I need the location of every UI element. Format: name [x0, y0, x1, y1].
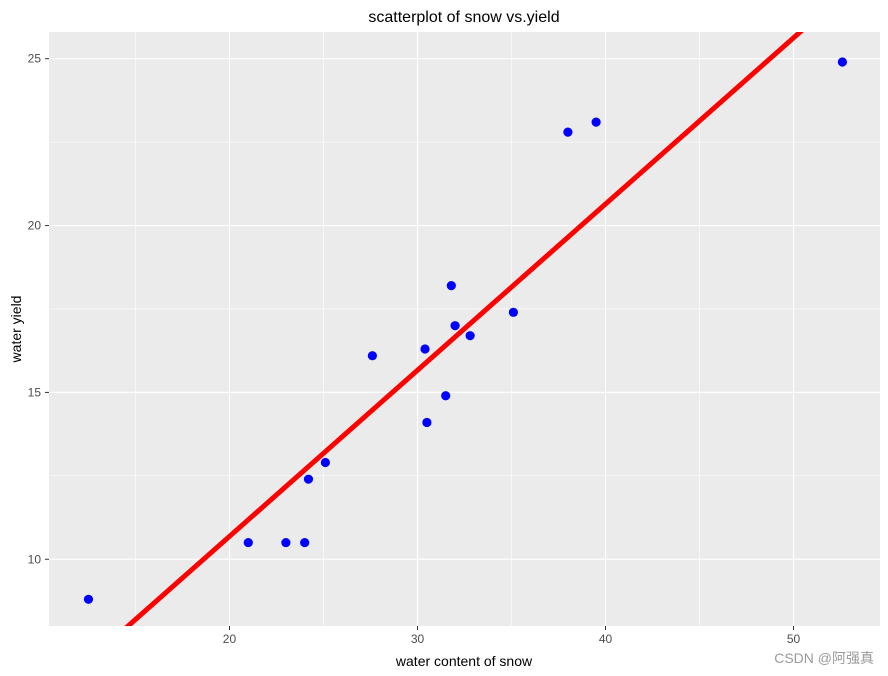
data-point [367, 351, 377, 361]
data-point [303, 474, 314, 484]
data-point [422, 417, 432, 428]
chart-title: scatterplot of snow vs.yield [368, 9, 559, 26]
data-point [320, 457, 330, 468]
gridlines [49, 32, 880, 626]
data-point [591, 117, 601, 127]
data-point [300, 537, 310, 548]
data-point [83, 594, 94, 604]
data-point [450, 321, 460, 331]
y-tick-label: 20 [28, 219, 42, 233]
data-point [563, 127, 573, 137]
y-axis-ticks: 10 15 20 25 [28, 52, 49, 566]
x-tick-label: 50 [787, 632, 801, 646]
x-tick-label: 30 [411, 632, 425, 646]
data-point [420, 344, 430, 354]
regression-line [124, 32, 804, 626]
y-tick-label: 10 [28, 552, 42, 566]
y-axis-title: water yield [8, 296, 24, 364]
x-axis-title: water content of snow [395, 653, 533, 669]
y-tick-label: 15 [28, 385, 42, 399]
data-point [281, 537, 291, 548]
data-point [837, 57, 847, 67]
data-point [508, 307, 518, 317]
y-tick-label: 25 [28, 52, 42, 66]
data-point [446, 281, 456, 291]
watermark: CSDN @阿强真 [774, 650, 874, 666]
data-point [465, 331, 475, 341]
data-points [83, 57, 847, 604]
data-point [441, 391, 451, 401]
fit-line-group [124, 32, 804, 626]
x-tick-label: 20 [223, 632, 237, 646]
data-point [243, 537, 253, 548]
x-tick-label: 40 [599, 632, 613, 646]
x-axis-ticks: 20 30 40 50 [223, 626, 801, 646]
